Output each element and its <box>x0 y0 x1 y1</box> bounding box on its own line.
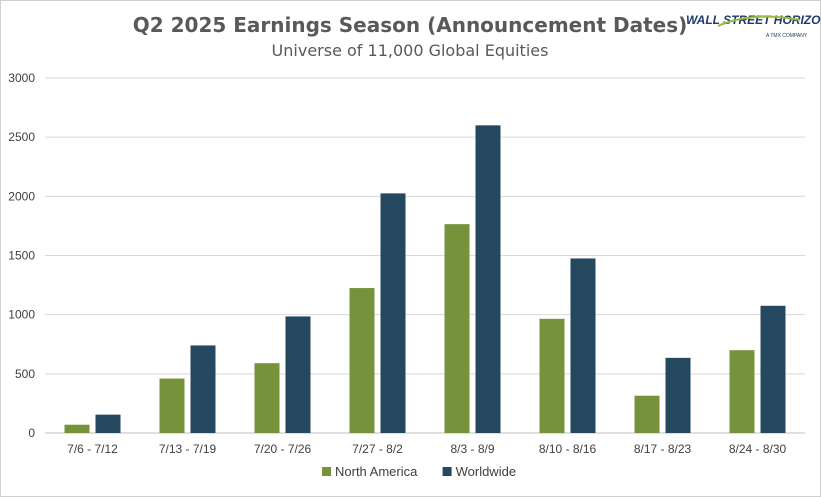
bar-worldwide <box>190 345 216 433</box>
bar-worldwide <box>570 258 596 433</box>
bar-worldwide <box>665 357 691 433</box>
bar-worldwide <box>760 305 786 433</box>
bar-worldwide <box>475 125 501 433</box>
logo-tagline: A TMX COMPANY <box>766 33 808 39</box>
bar-worldwide <box>380 193 406 433</box>
x-tick-label: 8/10 - 8/16 <box>539 442 597 456</box>
bar-north-america <box>254 363 280 433</box>
y-tick-label: 500 <box>15 367 35 381</box>
bar-worldwide <box>95 414 121 433</box>
wall-street-horizon-logo: WALL STREET HORIZON A TMX COMPANY <box>686 13 821 39</box>
x-tick-label: 8/17 - 8/23 <box>634 442 692 456</box>
gridlines <box>45 77 805 434</box>
bars <box>64 125 786 433</box>
x-tick-label: 7/6 - 7/12 <box>67 442 118 456</box>
bar-north-america <box>539 318 565 433</box>
x-tick-label: 7/27 - 8/2 <box>352 442 403 456</box>
y-tick-label: 1000 <box>8 308 35 322</box>
y-axis-ticks: 0 500 1000 1500 2000 2500 3000 <box>8 71 35 440</box>
logo-swoosh-icon <box>717 15 801 27</box>
x-axis-ticks: 7/6 - 7/12 7/13 - 7/19 7/20 - 7/26 7/27 - 8… <box>67 442 786 456</box>
x-tick-label: 7/20 - 7/26 <box>254 442 312 456</box>
legend-label: Worldwide <box>456 464 516 479</box>
x-tick-label: 7/13 - 7/19 <box>159 442 217 456</box>
bar-north-america <box>64 424 90 433</box>
logo-name: WALL STREET HORIZON <box>686 13 821 27</box>
bar-north-america <box>634 395 660 433</box>
legend-label: North America <box>335 464 418 479</box>
y-tick-label: 1500 <box>8 249 35 263</box>
bar-worldwide <box>285 316 311 433</box>
bar-north-america <box>349 288 375 433</box>
bar-north-america <box>729 350 755 433</box>
y-tick-label: 3000 <box>8 71 35 85</box>
y-tick-label: 2500 <box>8 130 35 144</box>
chart-subtitle: Universe of 11,000 Global Equities <box>272 41 549 60</box>
bar-north-america <box>444 224 470 433</box>
legend-swatch <box>322 467 331 476</box>
bar-north-america <box>159 378 185 433</box>
y-tick-label: 2000 <box>8 189 35 203</box>
y-tick-label: 0 <box>28 426 35 440</box>
chart-title: Q2 2025 Earnings Season (Announcement Da… <box>133 13 688 37</box>
x-tick-label: 8/24 - 8/30 <box>729 442 787 456</box>
legend-swatch <box>442 467 452 476</box>
legend: North America Worldwide <box>322 464 516 479</box>
x-tick-label: 8/3 - 8/9 <box>450 442 494 456</box>
